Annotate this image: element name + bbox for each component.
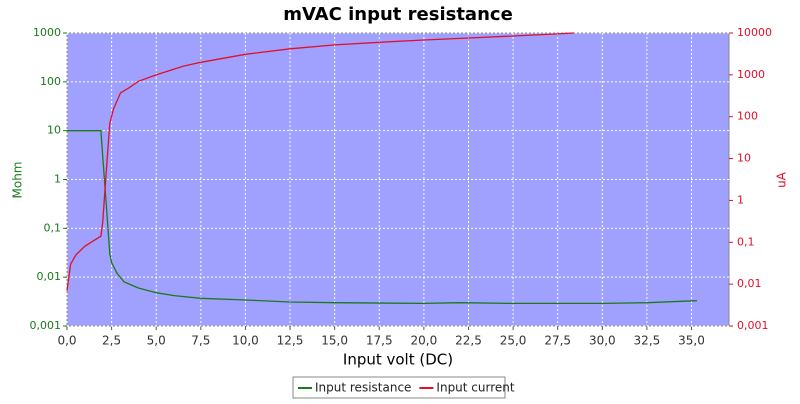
y2-tick-label: 0,1 bbox=[737, 235, 755, 248]
y2-axis-label: uA bbox=[775, 171, 789, 188]
series-line bbox=[66, 32, 574, 291]
x-tick-label: 30,0 bbox=[589, 334, 616, 348]
y-tick-label: 0,1 bbox=[44, 221, 62, 234]
y2-tick-label: 100 bbox=[737, 110, 758, 123]
x-axis-label: Input volt (DC) bbox=[343, 351, 453, 369]
x-tick-label: 25,0 bbox=[500, 334, 527, 348]
x-tick-label: 27,5 bbox=[544, 334, 571, 348]
plot-area bbox=[66, 32, 730, 327]
y-tick-label: 0,001 bbox=[30, 319, 62, 332]
y-tick-label: 1 bbox=[54, 173, 61, 186]
x-tick-label: 12,5 bbox=[277, 334, 304, 348]
x-tick-label: 35,0 bbox=[678, 334, 705, 348]
legend-label: Input current bbox=[436, 381, 514, 395]
y-tick-label: 100 bbox=[40, 75, 61, 88]
y2-tick-label: 10 bbox=[737, 152, 751, 165]
y-axis-label: Mohm bbox=[11, 162, 25, 199]
x-tick-label: 2,5 bbox=[102, 334, 121, 348]
y2-tick-label: 0,001 bbox=[737, 319, 769, 332]
legend bbox=[292, 376, 506, 399]
y-tick-label: 10 bbox=[47, 124, 61, 137]
y2-tick-label: 10000 bbox=[737, 26, 772, 39]
x-tick-label: 5,0 bbox=[147, 334, 166, 348]
y-tick-label: 1000 bbox=[33, 26, 61, 39]
y-tick-label: 0,01 bbox=[37, 270, 62, 283]
chart-title: mVAC input resistance bbox=[283, 4, 513, 25]
x-tick-label: 0,0 bbox=[57, 334, 76, 348]
x-tick-label: 17,5 bbox=[366, 334, 393, 348]
y2-tick-label: 0,01 bbox=[737, 277, 762, 290]
x-tick-label: 22,5 bbox=[455, 334, 482, 348]
x-tick-label: 20,0 bbox=[411, 334, 438, 348]
x-tick-label: 32,5 bbox=[634, 334, 661, 348]
legend-label: Input resistance bbox=[315, 381, 411, 395]
x-tick-label: 10,0 bbox=[232, 334, 259, 348]
y2-tick-label: 1000 bbox=[737, 68, 765, 81]
x-tick-label: 15,0 bbox=[321, 334, 348, 348]
y2-tick-label: 1 bbox=[737, 193, 744, 206]
series-line bbox=[67, 130, 697, 305]
x-tick-label: 7,5 bbox=[191, 334, 210, 348]
